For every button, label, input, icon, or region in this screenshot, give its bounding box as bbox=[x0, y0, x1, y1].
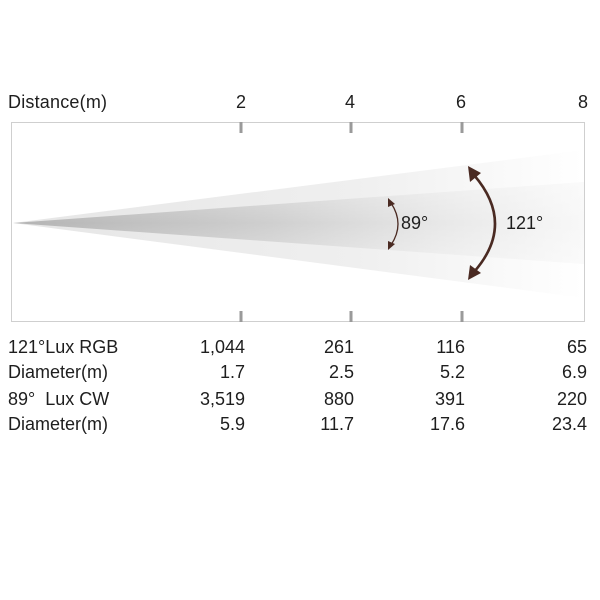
row-label-cw-lux: 89° Lux CW bbox=[8, 389, 110, 409]
row-label-rgb-diameter: Diameter(m) bbox=[8, 362, 109, 382]
cell-cw-diameter-8m: 23.4 bbox=[551, 414, 587, 434]
cell-rgb-diameter-6m: 5.2 bbox=[439, 362, 465, 382]
beam-frame bbox=[11, 122, 585, 322]
cell-cw-lux-2m: 3,519 bbox=[199, 389, 245, 409]
distance-tick-6: 6 bbox=[456, 92, 467, 112]
cell-rgb-lux-4m: 261 bbox=[323, 337, 354, 357]
outer-arrowhead-bottom bbox=[468, 265, 481, 280]
distance-tick-2: 2 bbox=[236, 92, 247, 112]
cell-cw-diameter-6m: 17.6 bbox=[429, 414, 465, 434]
inner-arrowhead-top bbox=[388, 198, 395, 207]
outer-angle-label: 121° bbox=[506, 213, 544, 233]
distance-tick-8: 8 bbox=[578, 92, 589, 112]
row-label-cw-diameter: Diameter(m) bbox=[8, 414, 109, 434]
cell-rgb-diameter-4m: 2.5 bbox=[328, 362, 354, 382]
distance-tick-4: 4 bbox=[345, 92, 356, 112]
cell-rgb-lux-2m: 1,044 bbox=[199, 337, 245, 357]
row-label-rgb-lux: 121°Lux RGB bbox=[8, 337, 119, 357]
cell-cw-lux-4m: 880 bbox=[323, 389, 354, 409]
outer-arrowhead-top bbox=[468, 166, 481, 182]
cell-rgb-lux-6m: 116 bbox=[436, 337, 465, 357]
cell-rgb-diameter-8m: 6.9 bbox=[561, 362, 587, 382]
cell-rgb-diameter-2m: 1.7 bbox=[219, 362, 245, 382]
distance-label: Distance(m) bbox=[8, 92, 108, 112]
inner-angle-arc bbox=[390, 202, 399, 246]
cell-cw-lux-6m: 391 bbox=[434, 389, 465, 409]
cell-cw-lux-8m: 220 bbox=[556, 389, 587, 409]
outer-angle-arc bbox=[473, 174, 497, 273]
inner-arrowhead-bottom bbox=[388, 241, 395, 250]
inner-angle-label: 89° bbox=[401, 213, 429, 233]
cell-rgb-lux-8m: 65 bbox=[566, 337, 587, 357]
cell-cw-diameter-2m: 5.9 bbox=[219, 414, 245, 434]
cell-cw-diameter-4m: 11.7 bbox=[320, 414, 354, 434]
inner-beam-shading bbox=[13, 182, 584, 264]
